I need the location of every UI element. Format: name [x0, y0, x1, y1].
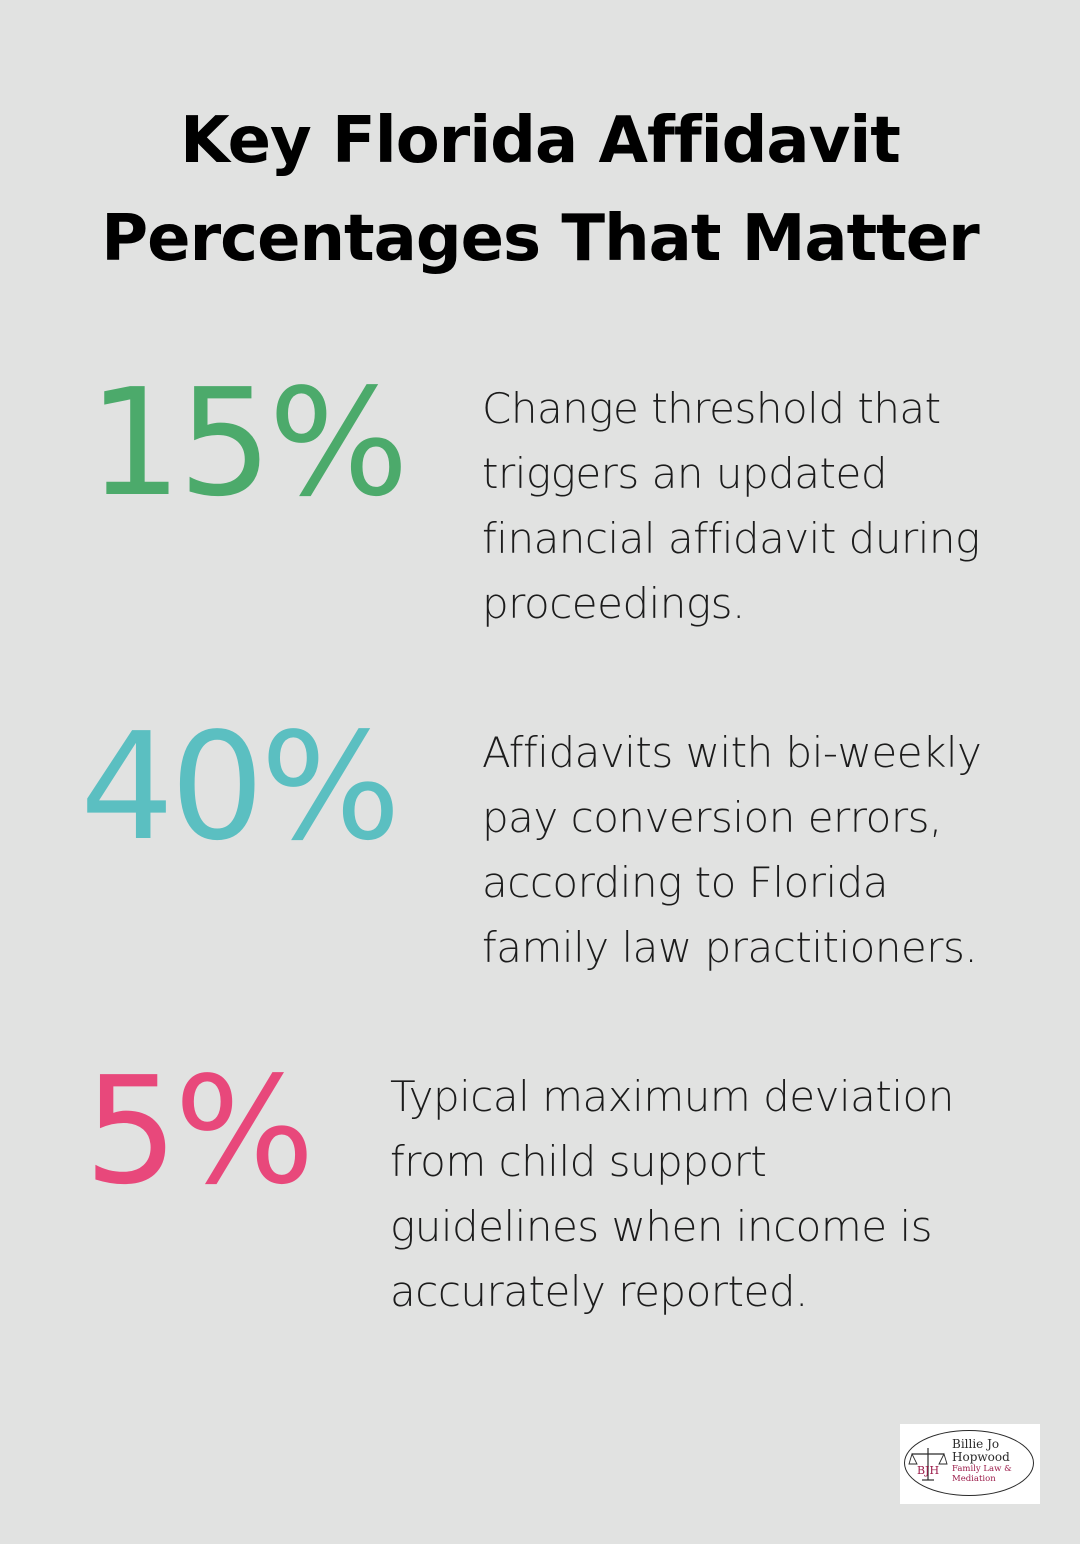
page-title-line-1: Key Florida Affidavit [180, 104, 901, 178]
stat-description-line: from child support [390, 1137, 767, 1186]
scales-of-justice-icon: BJH [908, 1448, 948, 1481]
logo-line-4: Mediation [952, 1474, 996, 1484]
page-title: Key Florida Affidavit Percentages That M… [0, 92, 1080, 288]
stat-description-line: Typical maximum deviation [390, 1072, 954, 1121]
stat-description-40: Affidavits with bi-weekly pay conversion… [482, 720, 982, 980]
stat-description-line: guidelines when income is [390, 1202, 933, 1251]
stat-description-line: family law practitioners. [482, 923, 978, 972]
firm-logo: BJH Billie Jo Hopwood Family Law & Media… [900, 1424, 1040, 1504]
stat-description-line: triggers an updated [482, 449, 888, 498]
stat-description-line: pay conversion errors, [482, 793, 942, 842]
logo-line-3: Family Law & [952, 1464, 1012, 1474]
page-title-line-2: Percentages That Matter [101, 202, 979, 276]
stat-description-line: accurately reported. [390, 1267, 808, 1316]
stat-description-line: according to Florida [482, 858, 889, 907]
logo-line-1: Billie Jo [952, 1437, 1000, 1451]
stat-description-5: Typical maximum deviation from child sup… [390, 1064, 954, 1324]
stat-value-40: 40% [80, 701, 401, 873]
stat-value-5: 5% [84, 1045, 315, 1217]
logo-oval [904, 1430, 1034, 1496]
stat-description-line: proceedings. [482, 579, 745, 628]
logo-text: Billie Jo Hopwood Family Law & Mediation [952, 1437, 1012, 1485]
stat-description-line: financial affidavit during [482, 514, 980, 563]
stat-description-15: Change threshold that triggers an update… [482, 376, 980, 636]
stat-description-line: Affidavits with bi-weekly [482, 728, 982, 777]
stat-description-line: Change threshold that [482, 384, 941, 433]
stat-value-15: 15% [88, 357, 409, 529]
logo-monogram: BJH [917, 1464, 939, 1477]
logo-line-2: Hopwood [952, 1450, 1010, 1464]
